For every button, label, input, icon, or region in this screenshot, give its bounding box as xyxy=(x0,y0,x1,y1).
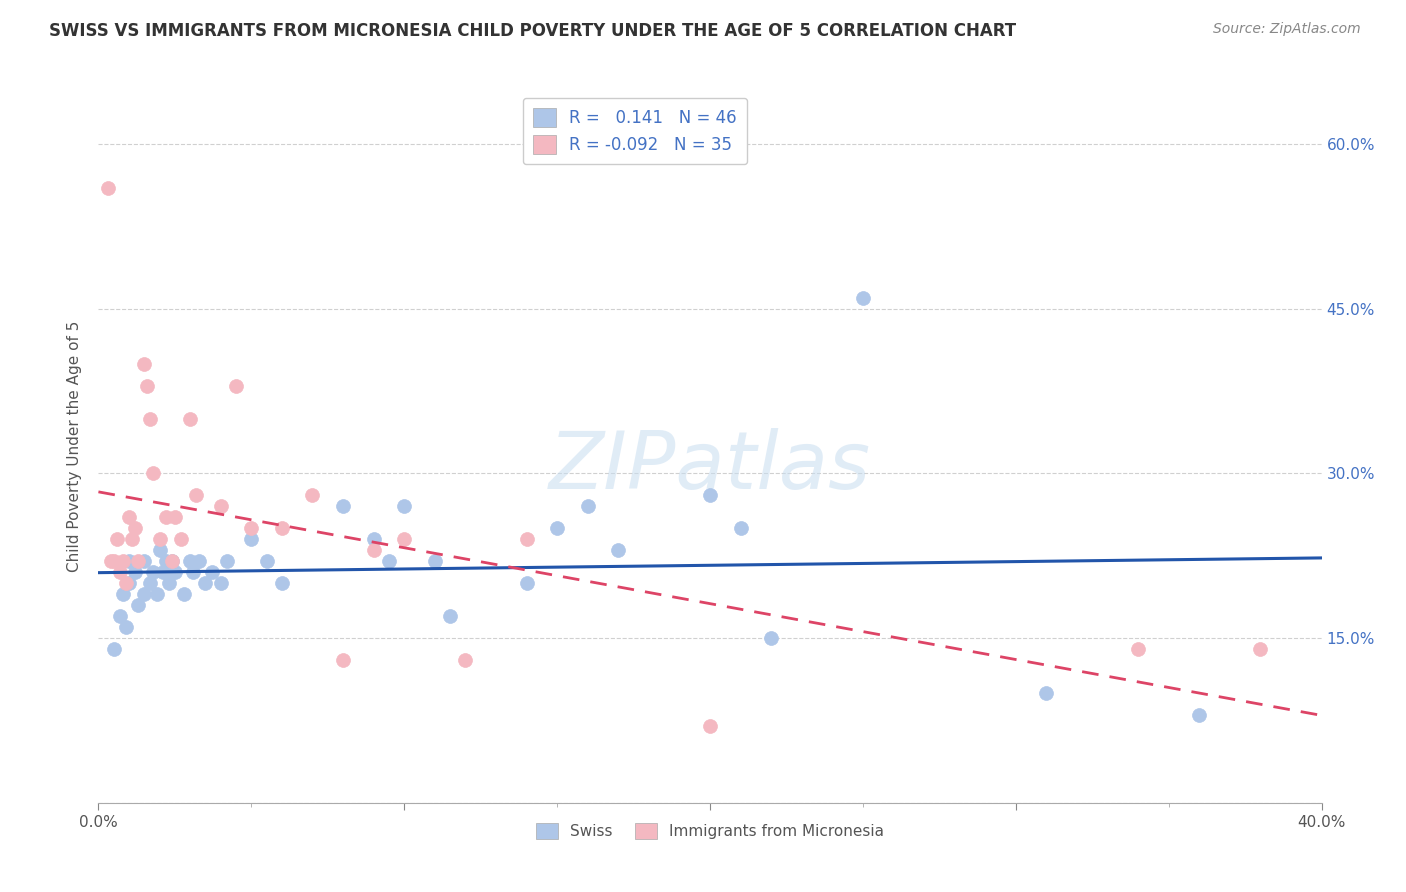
Point xyxy=(439,609,461,624)
Point xyxy=(225,378,247,392)
Point xyxy=(118,510,141,524)
Point xyxy=(160,554,183,568)
Point xyxy=(100,554,122,568)
Point xyxy=(134,357,156,371)
Point xyxy=(142,566,165,580)
Y-axis label: Child Poverty Under the Age of 5: Child Poverty Under the Age of 5 xyxy=(67,320,83,572)
Point xyxy=(392,533,416,547)
Point xyxy=(142,467,165,481)
Point xyxy=(200,566,222,580)
Point xyxy=(423,554,446,568)
Point xyxy=(186,488,208,502)
Point xyxy=(392,500,416,514)
Point xyxy=(170,533,193,547)
Point xyxy=(209,576,232,591)
Point xyxy=(194,576,217,591)
Point xyxy=(179,411,201,425)
Point xyxy=(103,554,125,568)
Point xyxy=(1128,642,1150,657)
Point xyxy=(852,291,875,305)
Point xyxy=(546,521,568,535)
Point xyxy=(97,181,120,195)
Point xyxy=(1249,642,1271,657)
Point xyxy=(115,576,138,591)
Point xyxy=(134,554,156,568)
Point xyxy=(111,554,134,568)
Point xyxy=(134,587,156,601)
Point xyxy=(139,576,162,591)
Point xyxy=(363,543,385,558)
Point xyxy=(163,566,186,580)
Point xyxy=(270,576,292,591)
Point xyxy=(160,554,183,568)
Point xyxy=(454,653,477,667)
Point xyxy=(152,566,174,580)
Point xyxy=(155,510,177,524)
Point xyxy=(127,554,149,568)
Point xyxy=(124,566,146,580)
Point xyxy=(730,521,752,535)
Point xyxy=(121,533,143,547)
Point xyxy=(127,598,149,612)
Point xyxy=(181,566,204,580)
Point xyxy=(516,533,538,547)
Point xyxy=(139,411,162,425)
Point xyxy=(115,620,138,634)
Point xyxy=(173,587,195,601)
Point xyxy=(576,500,599,514)
Text: SWISS VS IMMIGRANTS FROM MICRONESIA CHILD POVERTY UNDER THE AGE OF 5 CORRELATION: SWISS VS IMMIGRANTS FROM MICRONESIA CHIL… xyxy=(49,22,1017,40)
Point xyxy=(155,554,177,568)
Point xyxy=(149,543,172,558)
Point xyxy=(149,533,172,547)
Point xyxy=(607,543,630,558)
Point xyxy=(179,554,201,568)
Point xyxy=(118,554,141,568)
Point xyxy=(332,653,354,667)
Point xyxy=(270,521,292,535)
Text: Source: ZipAtlas.com: Source: ZipAtlas.com xyxy=(1213,22,1361,37)
Point xyxy=(332,500,354,514)
Point xyxy=(209,500,232,514)
Point xyxy=(108,566,131,580)
Point xyxy=(301,488,323,502)
Point xyxy=(363,533,385,547)
Point xyxy=(516,576,538,591)
Point xyxy=(256,554,278,568)
Point xyxy=(378,554,401,568)
Point xyxy=(1188,708,1211,723)
Legend: Swiss, Immigrants from Micronesia: Swiss, Immigrants from Micronesia xyxy=(530,817,890,845)
Point xyxy=(240,521,263,535)
Point xyxy=(240,533,263,547)
Point xyxy=(1035,686,1057,700)
Point xyxy=(111,587,134,601)
Point xyxy=(145,587,167,601)
Point xyxy=(215,554,238,568)
Point xyxy=(108,609,131,624)
Point xyxy=(699,488,721,502)
Point xyxy=(759,631,782,645)
Point xyxy=(103,642,125,657)
Point xyxy=(157,576,180,591)
Point xyxy=(124,521,146,535)
Point xyxy=(163,510,186,524)
Point xyxy=(105,533,128,547)
Point xyxy=(118,576,141,591)
Point xyxy=(136,378,159,392)
Text: ZIPatlas: ZIPatlas xyxy=(548,428,872,507)
Point xyxy=(699,719,721,733)
Point xyxy=(188,554,211,568)
